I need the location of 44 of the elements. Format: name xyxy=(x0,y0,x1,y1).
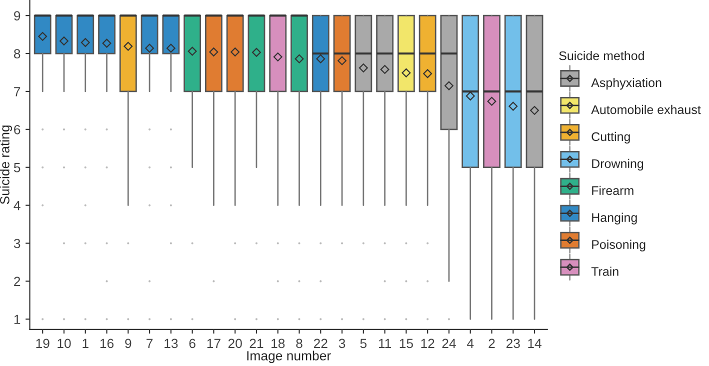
legend-label: Firearm xyxy=(592,186,634,196)
x-tick-label: 8 xyxy=(296,338,302,348)
x-tick-label: 24 xyxy=(442,338,456,348)
x-tick-label: 1 xyxy=(82,338,88,348)
y-tick-label: 9 xyxy=(14,11,20,20)
x-tick-label: 19 xyxy=(36,338,50,348)
legend-label: Drowning xyxy=(592,158,644,171)
x-tick-label: 4 xyxy=(466,338,474,348)
x-tick-label: 3 xyxy=(338,338,346,348)
x-tick-label: 5 xyxy=(360,338,367,348)
x-tick-label: 11 xyxy=(378,338,392,348)
legend-label: Asphyxiation xyxy=(591,78,662,90)
y-tick-label: 1 xyxy=(14,314,20,324)
y-tick-label: 4 xyxy=(14,201,20,210)
legend-label: Cutting xyxy=(592,132,630,144)
x-tick-label: 21 xyxy=(250,338,264,348)
y-tick-label: 8 xyxy=(14,49,20,58)
x-tick-label: 12 xyxy=(421,338,434,348)
legend-label: Poisoning xyxy=(592,240,646,252)
legend-label: Automobile exhaust xyxy=(591,104,701,114)
x-tick-label: 10 xyxy=(58,338,71,348)
x-tick-label: 15 xyxy=(400,338,413,348)
x-tick-label: 6 xyxy=(189,338,196,348)
x-tick-label: 9 xyxy=(125,338,132,348)
x-tick-label: 20 xyxy=(228,338,242,348)
legend-title: Suicide method xyxy=(559,51,644,60)
x-tick-label: 7 xyxy=(146,338,153,348)
y-tick-label: 6 xyxy=(14,124,20,134)
x-tick-label: 18 xyxy=(272,338,285,348)
x-tick-label: 17 xyxy=(207,338,220,348)
y-tick-label: 3 xyxy=(14,238,20,248)
x-tick-label: 14 xyxy=(528,338,542,348)
legend-label: Train xyxy=(591,266,618,276)
x-tick-label: 13 xyxy=(164,338,178,348)
x-tick-label: 23 xyxy=(506,338,520,348)
x-axis-title: Image number xyxy=(247,350,331,364)
y-tick-label: 5 xyxy=(14,163,20,172)
legend-label: Hanging xyxy=(592,212,637,224)
y-tick-label: 7 xyxy=(14,87,20,96)
y-tick-label: 2 xyxy=(14,276,20,286)
y-axis-title: Suicide rating xyxy=(0,126,12,204)
x-tick-label: 16 xyxy=(100,338,114,348)
x-tick-label: 22 xyxy=(314,338,328,348)
x-tick-label: 2 xyxy=(488,338,495,348)
